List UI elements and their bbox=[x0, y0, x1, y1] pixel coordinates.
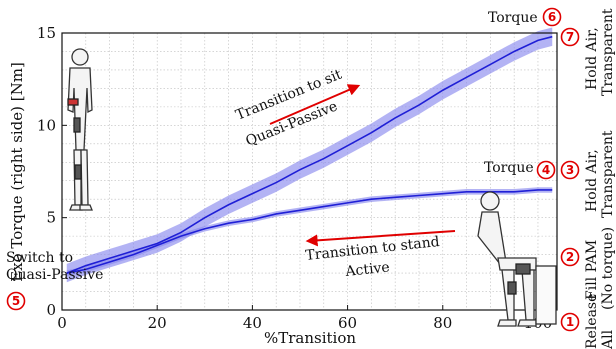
svg-text:4: 4 bbox=[542, 163, 550, 177]
svg-text:7: 7 bbox=[566, 30, 574, 44]
marker-2: 2 bbox=[560, 247, 580, 267]
y-tick-label: 10 bbox=[37, 116, 56, 134]
marker-6: 6 bbox=[542, 7, 562, 27]
svg-text:3: 3 bbox=[566, 163, 574, 177]
phase-hold-air-2-line1: Hold Air, bbox=[584, 27, 600, 90]
phase-hold-air-1-line2: Transparent bbox=[600, 130, 616, 218]
series-1-band bbox=[66, 27, 553, 283]
torque-high-label: Torque bbox=[488, 10, 538, 26]
torque-low-label: Torque bbox=[484, 160, 534, 176]
x-tick-label: 80 bbox=[433, 314, 452, 332]
x-axis-label: %Transition bbox=[264, 329, 356, 347]
x-tick-label: 40 bbox=[243, 314, 262, 332]
x-tick-label: 0 bbox=[57, 314, 67, 332]
svg-text:5: 5 bbox=[12, 294, 20, 308]
y-tick-label: 5 bbox=[46, 209, 56, 227]
phase-release-line2: All bbox=[600, 329, 616, 349]
svg-text:1: 1 bbox=[566, 315, 574, 329]
sitting-person-icon bbox=[477, 191, 557, 327]
standing-person-icon bbox=[67, 48, 93, 211]
y-tick-labels: 0 5 10 15 bbox=[37, 24, 67, 319]
y-tick-label: 0 bbox=[46, 301, 56, 319]
marker-5: 5 bbox=[6, 291, 26, 311]
switch-quasi-passive-label: Quasi-Passive bbox=[6, 267, 103, 283]
y-tick-label: 15 bbox=[37, 24, 56, 42]
marker-1: 1 bbox=[560, 312, 580, 332]
phase-hold-air-1-line1: Hold Air, bbox=[584, 149, 600, 212]
phase-release-line1: Release bbox=[584, 294, 600, 349]
svg-text:6: 6 bbox=[548, 10, 556, 24]
svg-text:2: 2 bbox=[566, 250, 574, 264]
series-lines bbox=[66, 35, 553, 274]
switch-to-label: Switch to bbox=[6, 250, 73, 266]
phase-hold-air-2-line2: Transparent bbox=[600, 8, 616, 96]
confidence-bands bbox=[66, 27, 553, 283]
plot-frame bbox=[61, 32, 558, 311]
transition-to-sit-arrow bbox=[269, 84, 361, 125]
marker-4: 4 bbox=[536, 160, 556, 180]
active-label: Active bbox=[344, 259, 391, 280]
x-tick-label: 60 bbox=[338, 314, 357, 332]
x-tick-label: 20 bbox=[148, 314, 167, 332]
phase-fill-pam-line2: (No torque) bbox=[600, 227, 616, 310]
marker-3: 3 bbox=[560, 160, 580, 180]
transition-to-stand-arrow bbox=[305, 230, 456, 247]
marker-7: 7 bbox=[560, 27, 580, 47]
series-1-line bbox=[66, 35, 553, 274]
phase-fill-pam-line1: Fill PAM bbox=[584, 240, 600, 300]
y-axis-label: Exo Torque (right side) [Nm] bbox=[8, 62, 26, 282]
series-2-line bbox=[66, 189, 553, 274]
